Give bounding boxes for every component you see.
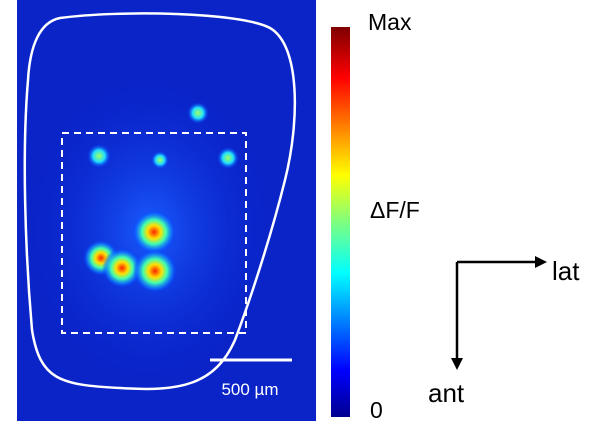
- hotspot: [187, 102, 209, 124]
- ant-label: ant: [428, 378, 465, 408]
- colorbar-label: ΔF/F: [370, 197, 420, 223]
- tissue-outline: [23, 12, 297, 391]
- hotspot: [132, 210, 176, 254]
- hotspot: [217, 147, 239, 169]
- hotspot: [102, 248, 142, 288]
- colorbar-min: 0: [370, 397, 383, 423]
- scale-bar-label: 500 µm: [221, 380, 278, 399]
- hotspot: [87, 144, 111, 168]
- ant-arrowhead: [451, 358, 463, 370]
- hotspots: [83, 102, 239, 293]
- hotspot: [151, 151, 169, 169]
- colorbar-max: Max: [368, 9, 412, 35]
- lat-label: lat: [552, 256, 580, 286]
- hotspot: [133, 249, 177, 293]
- colorbar: [331, 27, 350, 417]
- lat-arrowhead: [535, 256, 547, 268]
